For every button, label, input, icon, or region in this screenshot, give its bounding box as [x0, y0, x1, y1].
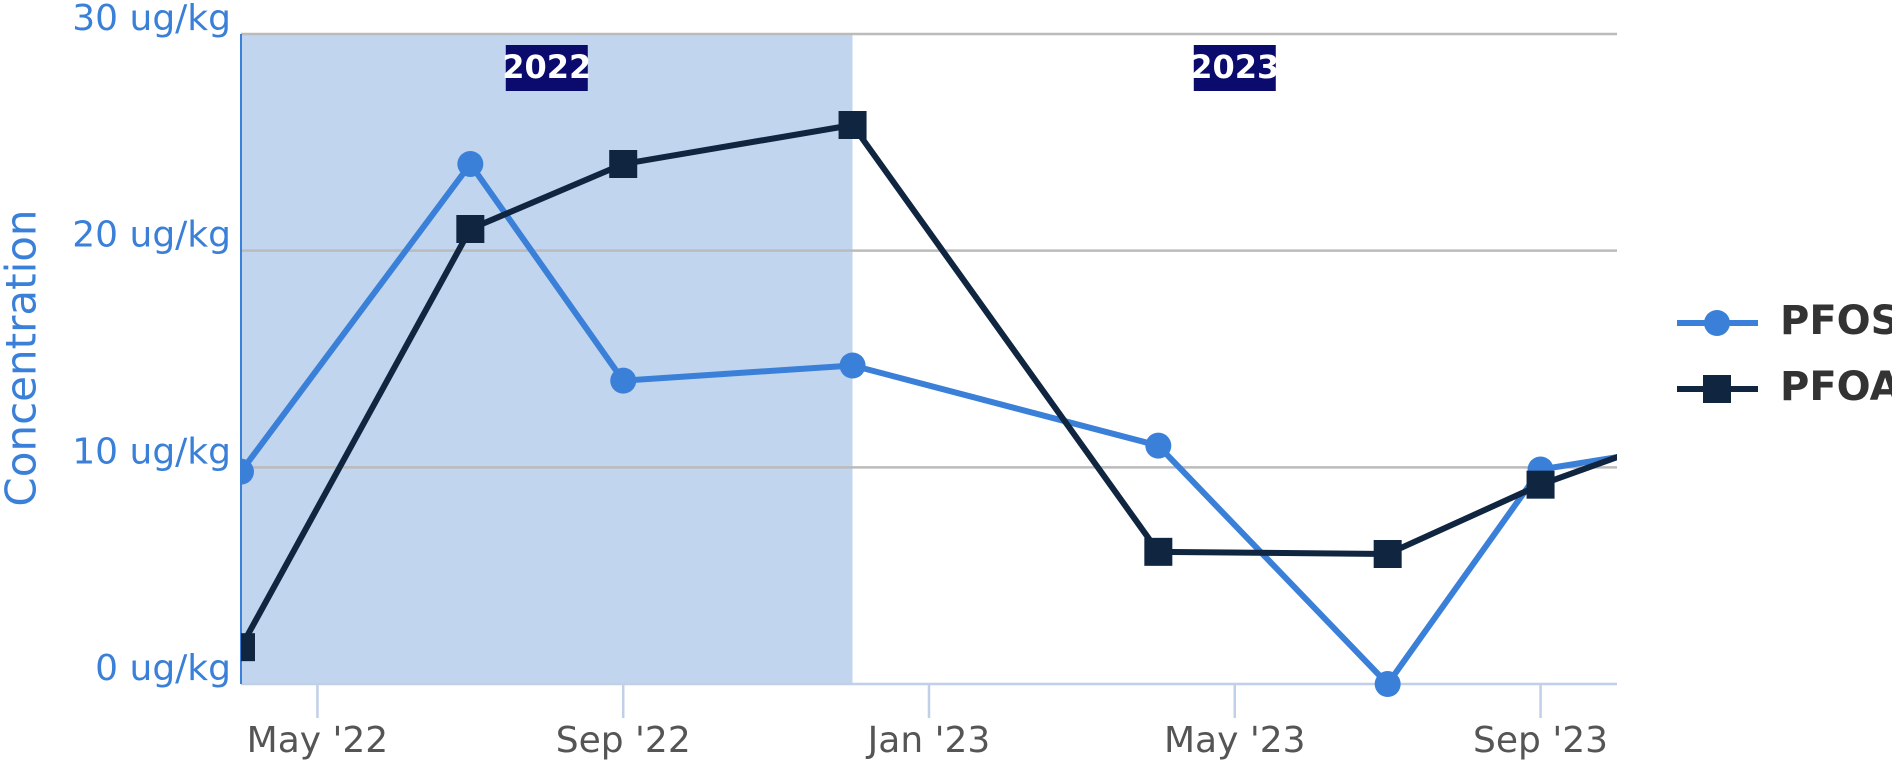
legend-marker	[1704, 310, 1730, 336]
data-point	[838, 111, 867, 139]
data-point	[839, 352, 866, 379]
data-point	[1144, 537, 1173, 566]
series-line	[241, 161, 1617, 687]
plot-band	[241, 34, 853, 684]
data-point	[1374, 671, 1401, 697]
x-tick-label: Sep '22	[556, 720, 691, 761]
plot-band	[852, 34, 1617, 684]
y-tick-label: 0 ug/kg	[95, 648, 231, 689]
data-point	[241, 633, 255, 662]
data-point	[1145, 432, 1172, 459]
data-point	[241, 458, 254, 485]
data-point	[1526, 470, 1555, 499]
legend-label: PFOA	[1780, 364, 1892, 410]
series-line	[241, 122, 1617, 649]
data-point	[457, 151, 484, 177]
y-tick-label: 30 ug/kg	[72, 0, 231, 39]
legend-label: PFOS	[1780, 298, 1892, 344]
band-label: 2022	[502, 48, 591, 86]
plot-area	[241, 111, 1783, 697]
y-axis-title: Concentration	[0, 209, 46, 506]
band-label-bg	[1193, 45, 1276, 91]
x-tick-label: Jan '23	[866, 720, 991, 761]
x-tick-label: Sep '23	[1473, 720, 1608, 761]
band-label: 2023	[1190, 48, 1279, 86]
x-tick-label: May '22	[247, 720, 389, 761]
band-label-bg	[505, 45, 588, 91]
legend-marker	[1703, 375, 1731, 403]
x-tick-label: May '23	[1164, 720, 1306, 761]
y-tick-label: 10 ug/kg	[72, 431, 231, 472]
data-point	[609, 150, 638, 178]
y-tick-label: 20 ug/kg	[72, 215, 231, 256]
data-point	[1757, 420, 1783, 446]
data-point	[1373, 540, 1402, 568]
data-point	[610, 367, 637, 394]
data-point	[456, 215, 485, 243]
